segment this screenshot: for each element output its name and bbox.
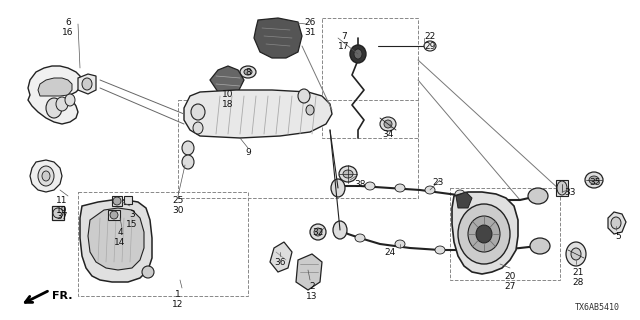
- Ellipse shape: [468, 216, 500, 252]
- Text: 2
13: 2 13: [307, 282, 317, 301]
- Ellipse shape: [455, 190, 465, 198]
- Ellipse shape: [384, 120, 392, 128]
- Ellipse shape: [193, 122, 203, 134]
- Text: 37: 37: [56, 212, 68, 221]
- Ellipse shape: [476, 225, 492, 243]
- Ellipse shape: [343, 170, 353, 178]
- Text: 33: 33: [564, 188, 576, 197]
- Text: 23: 23: [432, 178, 444, 187]
- Text: 34: 34: [382, 130, 394, 139]
- Text: 5: 5: [615, 232, 621, 241]
- Ellipse shape: [182, 155, 194, 169]
- Ellipse shape: [354, 49, 362, 59]
- Text: 25
30: 25 30: [172, 196, 184, 215]
- Bar: [322, 18, 418, 138]
- Ellipse shape: [424, 41, 436, 51]
- Ellipse shape: [611, 217, 621, 229]
- Text: 11
19: 11 19: [56, 196, 68, 215]
- Text: 20
27: 20 27: [504, 272, 516, 292]
- Ellipse shape: [339, 166, 357, 182]
- Ellipse shape: [46, 98, 62, 118]
- Polygon shape: [88, 208, 144, 270]
- Polygon shape: [30, 160, 62, 192]
- Ellipse shape: [571, 248, 581, 260]
- Text: TX6AB5410: TX6AB5410: [575, 303, 620, 312]
- Ellipse shape: [310, 224, 326, 240]
- Text: 38: 38: [355, 180, 365, 189]
- Ellipse shape: [38, 166, 54, 186]
- Polygon shape: [124, 196, 132, 204]
- Ellipse shape: [458, 204, 510, 264]
- Ellipse shape: [485, 194, 495, 202]
- Polygon shape: [78, 74, 96, 94]
- Polygon shape: [608, 212, 626, 234]
- Text: 36: 36: [275, 258, 285, 267]
- Ellipse shape: [182, 141, 194, 155]
- Ellipse shape: [42, 171, 50, 181]
- Text: 4
14: 4 14: [115, 228, 125, 247]
- Polygon shape: [210, 66, 244, 96]
- Ellipse shape: [395, 184, 405, 192]
- Polygon shape: [270, 242, 292, 272]
- Ellipse shape: [142, 266, 154, 278]
- Ellipse shape: [53, 208, 63, 218]
- Ellipse shape: [82, 78, 92, 90]
- Ellipse shape: [475, 246, 485, 254]
- Polygon shape: [556, 180, 568, 196]
- Text: 3
15: 3 15: [126, 210, 138, 229]
- Ellipse shape: [435, 246, 445, 254]
- Ellipse shape: [395, 240, 405, 248]
- Ellipse shape: [56, 97, 68, 111]
- Polygon shape: [80, 200, 152, 282]
- Text: 8: 8: [245, 68, 251, 77]
- Text: 10
18: 10 18: [222, 90, 234, 109]
- Ellipse shape: [298, 89, 310, 103]
- Ellipse shape: [528, 188, 548, 204]
- Ellipse shape: [585, 172, 603, 188]
- Ellipse shape: [557, 181, 567, 195]
- Bar: [450, 188, 560, 280]
- Text: 7
17: 7 17: [339, 32, 349, 52]
- Polygon shape: [254, 18, 302, 58]
- Text: 22
29: 22 29: [424, 32, 436, 52]
- Ellipse shape: [380, 117, 396, 131]
- Ellipse shape: [530, 238, 550, 254]
- Ellipse shape: [314, 228, 322, 236]
- Ellipse shape: [244, 69, 252, 75]
- Polygon shape: [184, 90, 332, 138]
- Ellipse shape: [365, 182, 375, 190]
- Polygon shape: [38, 78, 72, 96]
- Ellipse shape: [350, 45, 366, 63]
- Text: 35: 35: [589, 178, 601, 187]
- Polygon shape: [296, 254, 322, 290]
- Text: 1
12: 1 12: [172, 290, 184, 309]
- Ellipse shape: [240, 66, 256, 78]
- Ellipse shape: [589, 176, 599, 184]
- Text: 6
16: 6 16: [62, 18, 74, 37]
- Bar: [178, 100, 418, 198]
- Ellipse shape: [113, 197, 121, 205]
- Ellipse shape: [65, 94, 75, 106]
- Polygon shape: [108, 210, 120, 220]
- Polygon shape: [28, 66, 82, 124]
- Text: 21
28: 21 28: [572, 268, 584, 287]
- Text: FR.: FR.: [52, 291, 72, 301]
- Polygon shape: [456, 192, 472, 208]
- Text: 26
31: 26 31: [304, 18, 316, 37]
- Text: 9: 9: [245, 148, 251, 157]
- Polygon shape: [452, 192, 518, 274]
- Polygon shape: [112, 196, 122, 206]
- Bar: [78, 192, 248, 296]
- Ellipse shape: [333, 221, 347, 239]
- Ellipse shape: [331, 179, 345, 197]
- Ellipse shape: [566, 242, 586, 266]
- Ellipse shape: [425, 186, 435, 194]
- Text: 24: 24: [385, 248, 396, 257]
- Ellipse shape: [355, 234, 365, 242]
- Ellipse shape: [306, 105, 314, 115]
- Polygon shape: [52, 206, 64, 220]
- Ellipse shape: [110, 211, 118, 219]
- Text: 32: 32: [312, 228, 324, 237]
- Ellipse shape: [191, 104, 205, 120]
